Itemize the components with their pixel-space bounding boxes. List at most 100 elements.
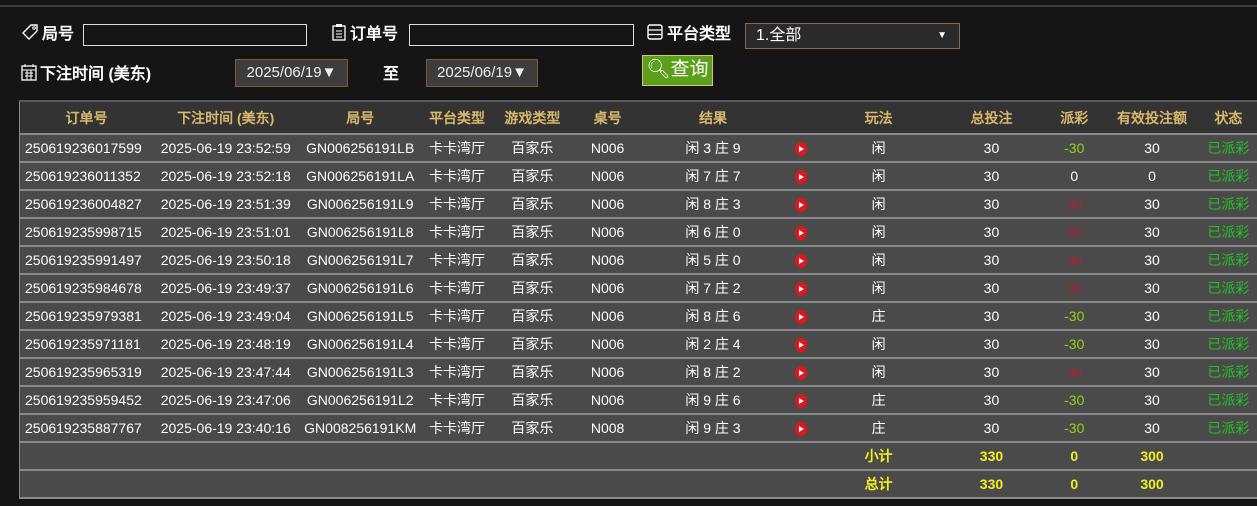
play-video-icon[interactable] [794, 254, 807, 269]
cell-empty [783, 442, 819, 471]
platform-label: 平台类型 [645, 20, 731, 44]
cell-status: 已派彩 [1199, 162, 1257, 191]
cell-result: 闲 8 庄 6 [642, 302, 784, 331]
column-header: 桌号 [572, 100, 643, 135]
cell-bet: 30 [938, 134, 1045, 163]
play-video-icon[interactable] [794, 366, 807, 381]
cell-status: 已派彩 [1199, 330, 1257, 359]
cell-payout: -30 [1044, 414, 1105, 443]
cell-game: 百家乐 [492, 190, 573, 219]
column-header: 局号 [298, 100, 422, 135]
cell-platform: 卡卡湾厅 [421, 386, 493, 415]
dropdown-arrow-icon: ▼ [937, 30, 947, 41]
cell-payout: 30 [1044, 274, 1105, 303]
cell-platform: 卡卡湾厅 [421, 162, 493, 191]
cell-time: 2025-06-19 23:48:19 [152, 330, 299, 359]
subtotal-valid: 300 [1104, 442, 1200, 471]
play-video-icon[interactable] [794, 198, 807, 213]
cell-empty [783, 470, 819, 499]
order-label: 订单号 [330, 20, 398, 44]
video-cell [783, 302, 819, 331]
cell-status: 已派彩 [1199, 274, 1257, 303]
video-cell [783, 246, 819, 275]
cell-play: 闲 [818, 358, 939, 387]
cell-game: 百家乐 [492, 274, 573, 303]
total-row: 总计 330 0 300 [19, 470, 1257, 499]
cell-status: 已派彩 [1199, 134, 1257, 163]
cell-payout: 0 [1044, 162, 1105, 191]
play-video-icon[interactable] [794, 394, 807, 409]
date-to-picker[interactable]: 2025/06/19▼ [426, 59, 538, 87]
cell-round: GN006256191LB [298, 134, 422, 163]
cell-table: N006 [572, 162, 643, 191]
cell-bet: 30 [938, 246, 1045, 275]
cell-platform: 卡卡湾厅 [421, 330, 493, 359]
table-row: 250619236017599 2025-06-19 23:52:59 GN0062… [19, 134, 1257, 163]
play-video-icon[interactable] [794, 170, 807, 185]
cell-status: 已派彩 [1199, 302, 1257, 331]
cell-status: 已派彩 [1199, 190, 1257, 219]
cell-result: 闲 8 庄 2 [642, 358, 784, 387]
cell-valid: 30 [1104, 302, 1200, 331]
video-cell [783, 386, 819, 415]
cell-time: 2025-06-19 23:47:44 [152, 358, 299, 387]
cell-valid: 30 [1104, 218, 1200, 247]
search-icon: 🔍︎ [646, 59, 671, 80]
date-from-picker[interactable]: 2025/06/19▼ [235, 59, 348, 87]
table-row: 250619235991497 2025-06-19 23:50:18 GN0062… [19, 246, 1257, 275]
cell-game: 百家乐 [492, 218, 573, 247]
cell-table: N006 [572, 358, 643, 387]
cell-bet: 30 [938, 358, 1045, 387]
cell-empty [492, 442, 573, 471]
play-video-icon[interactable] [794, 282, 807, 297]
calendar-icon [21, 64, 37, 81]
cell-game: 百家乐 [492, 330, 573, 359]
round-label: 局号 [20, 20, 74, 44]
platform-selected-value: 1.全部 [756, 27, 802, 44]
query-button[interactable]: 🔍︎查询 [642, 55, 713, 86]
video-cell [783, 218, 819, 247]
time-label: 下注时间 (美东) [20, 60, 151, 84]
clipboard-icon [332, 24, 346, 41]
play-video-icon[interactable] [794, 422, 807, 437]
total-valid: 300 [1104, 470, 1200, 499]
play-video-icon[interactable] [794, 142, 807, 157]
platform-select[interactable]: 1.全部 ▼ [745, 23, 960, 49]
table-row: 250619235965319 2025-06-19 23:47:44 GN0062… [19, 358, 1257, 387]
cell-round: GN006256191LA [298, 162, 422, 191]
cell-bet: 30 [938, 190, 1045, 219]
platform-label-text: 平台类型 [667, 26, 732, 43]
cell-payout: 30 [1044, 358, 1105, 387]
play-video-icon[interactable] [794, 338, 807, 353]
table-row: 250619235984678 2025-06-19 23:49:37 GN0062… [19, 274, 1257, 303]
cell-empty [1199, 470, 1257, 499]
cell-order: 250619235965319 [19, 358, 153, 387]
order-input[interactable] [409, 24, 634, 46]
cell-order: 250619235959452 [19, 386, 153, 415]
cell-play: 闲 [818, 218, 939, 247]
cell-order: 250619235887767 [19, 414, 153, 443]
cell-empty [1199, 442, 1257, 471]
cell-platform: 卡卡湾厅 [421, 134, 493, 163]
cell-time: 2025-06-19 23:52:18 [152, 162, 299, 191]
cell-bet: 30 [938, 162, 1045, 191]
cell-play: 闲 [818, 134, 939, 163]
list-icon [647, 24, 663, 40]
cell-game: 百家乐 [492, 414, 573, 443]
cell-empty [298, 442, 422, 471]
cell-game: 百家乐 [492, 302, 573, 331]
cell-status: 已派彩 [1199, 414, 1257, 443]
subtotal-bet: 330 [938, 442, 1045, 471]
round-input[interactable] [83, 24, 307, 46]
play-video-icon[interactable] [794, 226, 807, 241]
column-header: 下注时间 (美东) [152, 100, 299, 135]
cell-result: 闲 9 庄 3 [642, 414, 784, 443]
cell-time: 2025-06-19 23:49:37 [152, 274, 299, 303]
to-label: 至 [383, 66, 400, 83]
play-video-icon[interactable] [794, 310, 807, 325]
cell-play: 闲 [818, 162, 939, 191]
cell-order: 250619235984678 [19, 274, 153, 303]
cell-time: 2025-06-19 23:49:04 [152, 302, 299, 331]
cell-result: 闲 2 庄 4 [642, 330, 784, 359]
table-row: 250619235971181 2025-06-19 23:48:19 GN0062… [19, 330, 1257, 359]
